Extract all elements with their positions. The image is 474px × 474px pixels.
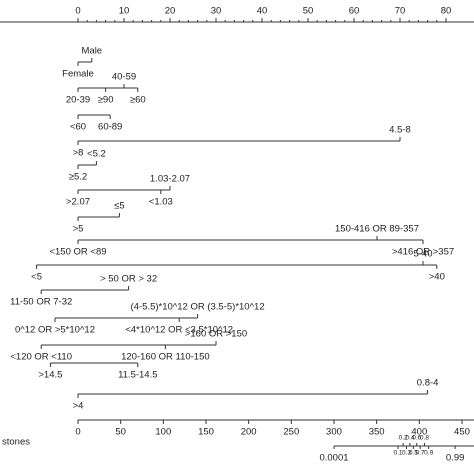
risk-tick-label: 0.5 (409, 450, 418, 457)
total-points-tick-label: 200 (241, 427, 257, 438)
points-tick-label: 10 (119, 6, 130, 17)
risk-tick-label: 0.4 (405, 435, 414, 442)
level-label: <4*10^12 OR <3.5*10^12 (125, 325, 233, 336)
level-label: ≤5 (114, 201, 125, 212)
level-label: 150-416 OR 89-357 (335, 224, 419, 235)
level-label: Female (62, 69, 94, 80)
points-tick-label: 80 (441, 6, 452, 17)
points-tick-label: 40 (257, 6, 268, 17)
level-label: <1.03 (149, 197, 173, 208)
level-label: >40 (429, 272, 445, 283)
total-points-tick-label: 50 (115, 427, 126, 438)
points-tick-label: 50 (303, 6, 314, 17)
total-points-tick-label: 0 (75, 427, 80, 438)
level-label: <150 OR <89 (49, 247, 106, 258)
level-label: >416 OR >357 (392, 247, 454, 258)
total-points-tick-label: 400 (411, 427, 427, 438)
total-points-tick-label: 450 (454, 427, 470, 438)
points-tick-label: 20 (165, 6, 176, 17)
level-label: 120-160 OR 110-150 (121, 352, 210, 363)
level-label: >2.07 (66, 197, 90, 208)
level-label: 40-59 (112, 72, 136, 83)
level-label: 20-39 (66, 95, 90, 106)
level-label: ≥60 (130, 95, 146, 106)
risk-tick-label: 0.2 (399, 435, 408, 442)
level-label: <120 OR <110 (10, 352, 72, 363)
total-points-tick-label: 100 (155, 427, 171, 438)
total-points-tick-label: 300 (326, 427, 342, 438)
level-label: 4.5-8 (389, 125, 411, 136)
level-label: 0.8-4 (417, 378, 439, 389)
level-label: > 50 OR > 32 (100, 274, 157, 285)
level-label: 60-89 (98, 122, 122, 133)
level-label: >4 (73, 401, 84, 412)
risk-tick-label: 0.3 (402, 450, 411, 457)
level-label: <5 (31, 272, 42, 283)
risk-tick-label: 0.6 (412, 435, 421, 442)
level-label: <60 (70, 122, 86, 133)
level-label: >5 (73, 224, 84, 235)
total-points-tick-label: 350 (369, 427, 385, 438)
level-label: ≥5.2 (69, 172, 87, 183)
points-tick-label: 30 (211, 6, 222, 17)
total-points-tick-label: 250 (283, 427, 299, 438)
level-label: Male (82, 46, 103, 57)
risk-tick-label: 0.1 (393, 450, 402, 457)
points-tick-label: 70 (395, 6, 406, 17)
risk-tick-label: 0.0001 (319, 453, 348, 464)
risk-tick-label: 0.99 (446, 453, 465, 464)
level-label: 11.5-14.5 (118, 370, 157, 381)
risk-axis-title: stones (2, 437, 30, 448)
total-points-tick-label: 150 (198, 427, 214, 438)
points-tick-label: 0 (75, 6, 80, 17)
level-label: >14.5 (38, 370, 62, 381)
risk-tick-label: 0.7 (416, 450, 425, 457)
level-label: 0^12 OR >5*10^12 (15, 325, 95, 336)
level-label: 1.03-2.07 (150, 174, 190, 185)
points-tick-label: 60 (349, 6, 360, 17)
risk-tick-label: 0.8 (420, 435, 429, 442)
level-label: 5-40 (413, 249, 432, 260)
level-label: ≥90 (98, 95, 114, 106)
level-label: 11-50 OR 7-32 (10, 297, 72, 308)
risk-tick-label: 0.9 (424, 450, 433, 457)
level-label: >8 (73, 148, 84, 159)
level-label: (4-5.5)*10^12 OR (3.5-5)*10^12 (131, 302, 265, 313)
level-label: <5.2 (87, 149, 106, 160)
level-label: >160 OR >150 (185, 329, 247, 340)
